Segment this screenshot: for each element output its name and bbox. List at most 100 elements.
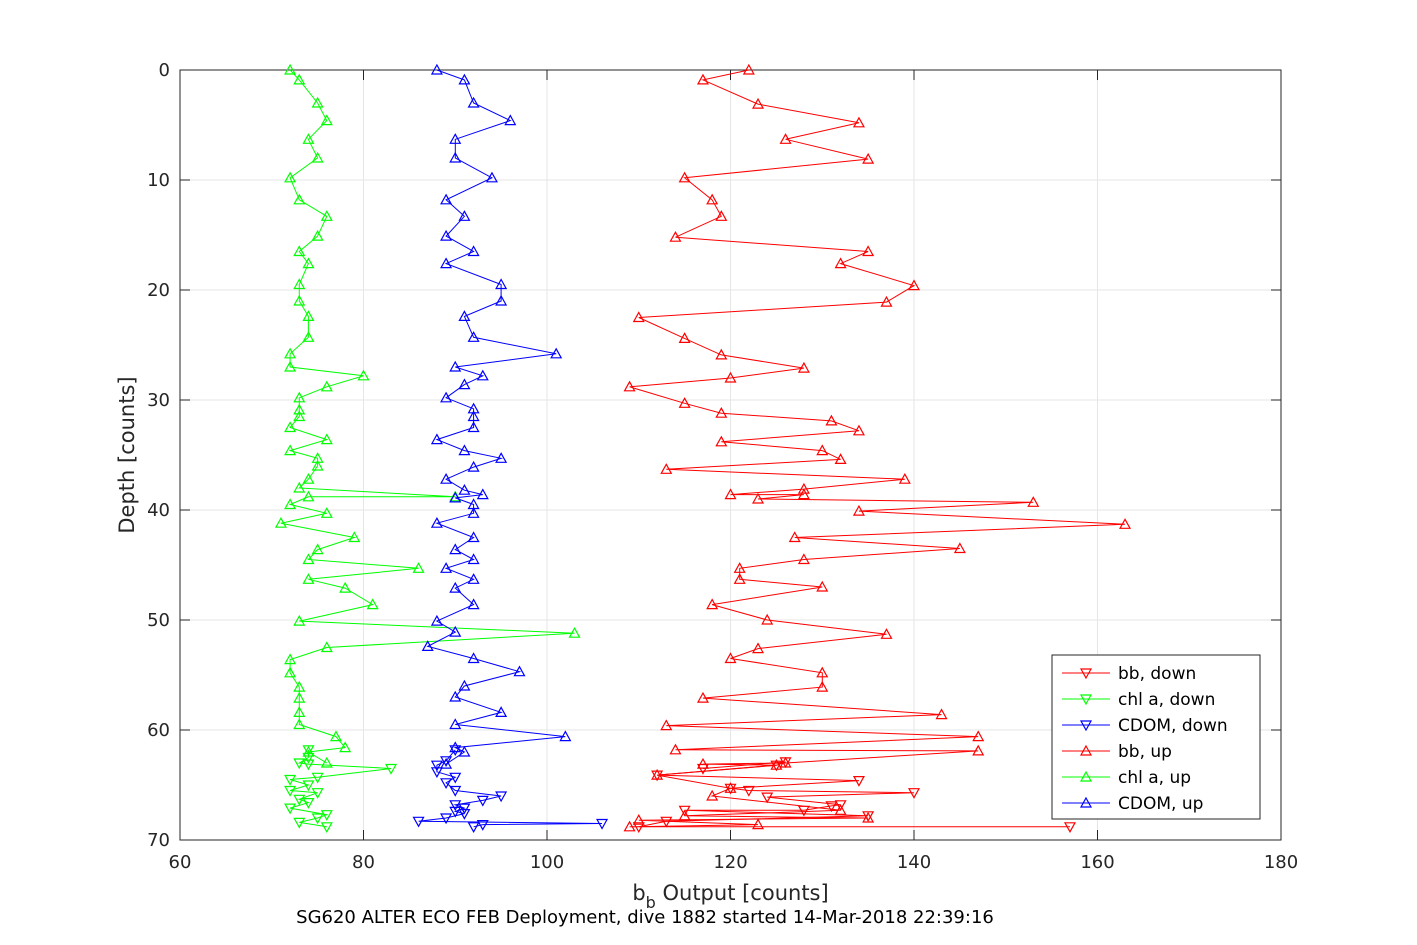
data-point xyxy=(458,310,471,321)
data-point xyxy=(715,210,728,221)
data-point xyxy=(467,402,480,414)
data-point xyxy=(320,507,333,518)
data-point xyxy=(972,730,985,742)
data-point xyxy=(476,369,489,381)
data-point xyxy=(440,257,453,269)
data-point xyxy=(385,763,398,775)
data-point xyxy=(495,294,508,306)
y-tick-label: 40 xyxy=(147,500,170,521)
data-point xyxy=(696,757,709,769)
data-point xyxy=(440,778,453,790)
data-point xyxy=(293,193,306,205)
data-point xyxy=(284,360,297,372)
data-point xyxy=(825,801,838,813)
data-point xyxy=(632,822,645,834)
data-point xyxy=(779,133,792,144)
data-point xyxy=(412,562,425,573)
x-axis-label-subscript: b xyxy=(646,893,656,912)
data-point xyxy=(284,347,297,359)
data-point xyxy=(907,788,921,799)
x-tick-label: 140 xyxy=(897,852,931,873)
data-point xyxy=(302,780,315,792)
legend-entry: CDOM, up xyxy=(1062,794,1203,814)
data-point xyxy=(302,472,315,484)
data-point xyxy=(421,640,434,651)
data-point xyxy=(284,421,297,433)
data-point xyxy=(329,730,342,742)
data-point xyxy=(311,459,324,471)
data-point xyxy=(440,813,453,825)
data-point xyxy=(678,397,691,408)
series-bb-up xyxy=(623,63,1132,832)
data-point xyxy=(779,756,792,768)
data-point xyxy=(293,410,306,422)
y-tick-label: 0 xyxy=(159,60,170,81)
data-point xyxy=(284,774,297,786)
data-point xyxy=(669,743,682,755)
series-layer xyxy=(274,63,1132,834)
data-point xyxy=(320,380,333,392)
data-point xyxy=(467,598,480,610)
data-point xyxy=(293,245,306,257)
data-point xyxy=(495,791,508,803)
data-point xyxy=(632,813,645,825)
legend-label: chl a, up xyxy=(1118,768,1191,788)
data-point xyxy=(449,543,462,555)
data-point xyxy=(678,809,691,821)
data-point xyxy=(293,817,306,829)
data-point xyxy=(752,818,765,830)
data-point xyxy=(293,73,306,85)
data-point xyxy=(449,806,462,818)
data-point xyxy=(862,245,875,257)
data-point xyxy=(467,421,480,433)
y-axis-label: Depth [counts] xyxy=(115,376,139,533)
data-point xyxy=(293,680,306,692)
data-point xyxy=(449,772,462,784)
x-axis-label-rest: Output [counts] xyxy=(656,881,829,905)
data-point xyxy=(559,730,572,742)
data-point xyxy=(797,488,810,500)
data-point xyxy=(696,691,709,703)
data-point xyxy=(724,488,737,500)
data-point xyxy=(797,482,810,494)
legend-swatch-marker xyxy=(1079,744,1093,756)
data-point xyxy=(816,680,829,692)
x-tick-label: 160 xyxy=(1080,852,1114,873)
data-point xyxy=(495,278,508,290)
data-point xyxy=(284,785,297,797)
legend-label: chl a, down xyxy=(1118,690,1215,710)
data-point xyxy=(311,151,324,163)
data-point xyxy=(852,424,865,436)
data-point xyxy=(660,719,673,731)
data-point xyxy=(311,813,324,825)
data-point xyxy=(761,792,774,804)
data-point xyxy=(311,229,324,241)
data-point xyxy=(458,483,471,495)
data-point xyxy=(513,665,526,677)
data-point xyxy=(752,97,765,109)
data-point xyxy=(339,581,352,593)
data-point xyxy=(834,453,847,464)
data-point xyxy=(660,463,673,474)
data-point xyxy=(412,816,425,828)
data-point xyxy=(706,193,719,205)
data-point xyxy=(596,818,609,830)
data-point xyxy=(834,804,847,815)
data-point xyxy=(320,114,333,126)
data-point xyxy=(449,151,462,163)
data-point xyxy=(568,626,581,638)
data-point xyxy=(467,245,480,257)
data-point xyxy=(825,414,838,426)
data-point xyxy=(449,785,462,797)
data-point xyxy=(440,756,453,768)
data-point xyxy=(504,114,517,126)
data-point xyxy=(311,772,324,784)
legend-label: bb, up xyxy=(1118,742,1172,762)
data-point xyxy=(651,768,664,780)
data-point xyxy=(430,767,443,779)
data-point xyxy=(696,73,709,85)
data-point xyxy=(449,491,462,503)
data-point xyxy=(898,472,911,484)
data-point xyxy=(834,800,847,812)
data-point xyxy=(935,708,948,720)
